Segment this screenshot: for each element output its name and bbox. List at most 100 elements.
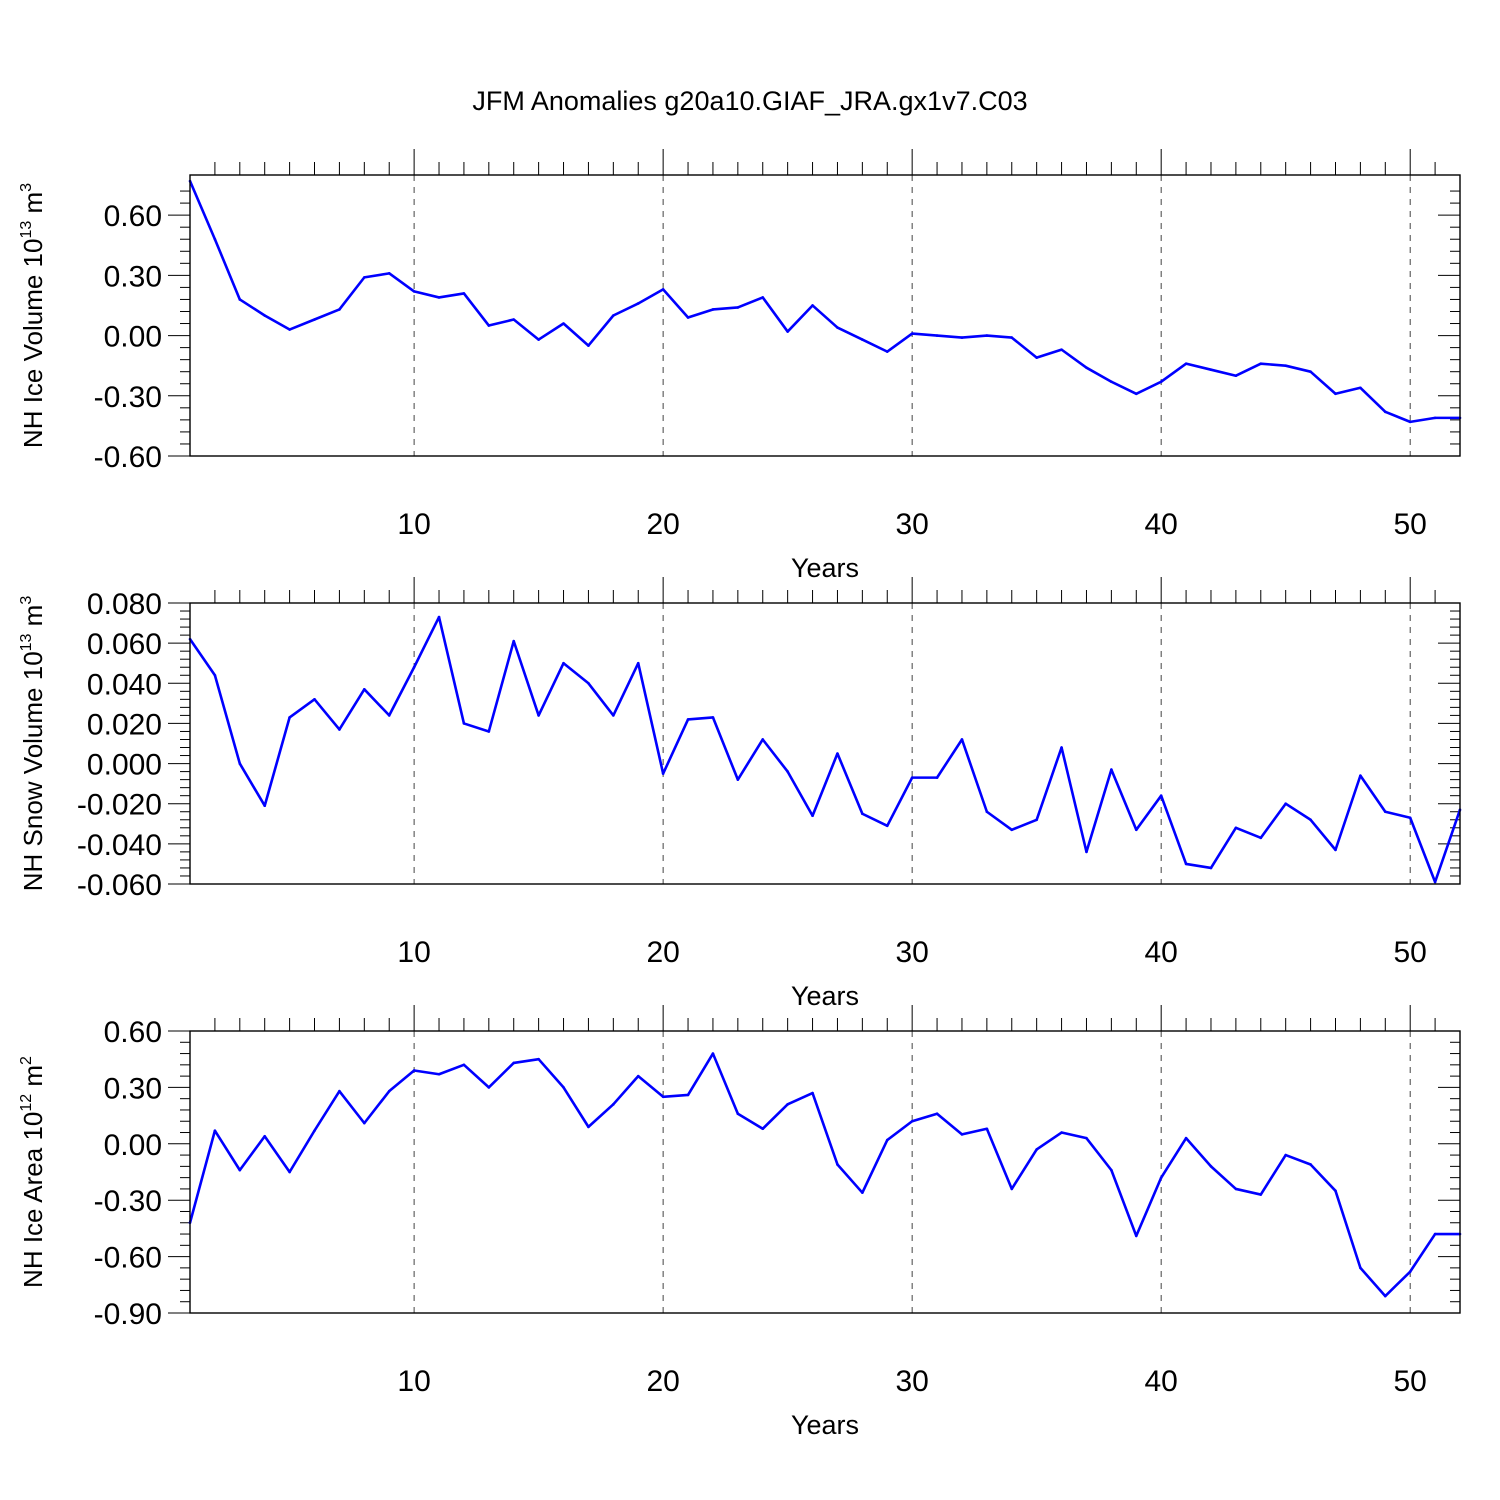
data-point — [313, 318, 316, 321]
y-tick-label: 0.30 — [104, 1072, 162, 1105]
data-point — [437, 615, 441, 619]
data-point — [885, 824, 889, 828]
y-tick-label: -0.040 — [77, 829, 162, 862]
x-tick-label: 50 — [1394, 1365, 1427, 1398]
data-point — [412, 290, 416, 293]
data-point — [661, 1095, 665, 1099]
data-point — [1359, 386, 1362, 390]
data-point — [836, 326, 839, 329]
y-axis-label-text: NH Ice Area 10 — [18, 1112, 48, 1288]
data-point — [736, 1112, 740, 1116]
data-point — [1110, 768, 1113, 771]
data-point — [562, 1086, 565, 1089]
data-point — [1159, 380, 1163, 384]
data-point — [736, 778, 740, 781]
data-point — [1334, 1189, 1337, 1193]
x-tick-label: 30 — [895, 508, 928, 541]
data-point — [811, 814, 814, 818]
data-point — [387, 1089, 391, 1093]
data-point — [711, 308, 715, 311]
data-point — [1309, 818, 1312, 822]
data-point — [587, 1125, 590, 1129]
data-point — [786, 770, 789, 773]
y-axis-label-exponent: 13 — [18, 633, 35, 651]
data-point — [213, 1129, 217, 1132]
data-point — [263, 804, 267, 808]
data-point — [1085, 1136, 1088, 1140]
data-point — [1408, 420, 1412, 424]
data-point — [288, 1170, 291, 1174]
data-point — [412, 665, 416, 669]
data-point — [1060, 1131, 1063, 1134]
data-point — [1134, 828, 1138, 832]
data-point — [487, 1086, 491, 1089]
data-point — [1134, 1234, 1138, 1238]
data-point — [512, 639, 516, 643]
y-tick-label: 0.060 — [87, 628, 162, 661]
data-point — [1433, 1232, 1437, 1236]
x-tick-label: 10 — [397, 508, 430, 541]
y-tick-label: 0.60 — [104, 1016, 162, 1049]
chart-panel-1: 0.60 0.30 0.00 -0.30 -0.60 10 20 30 40 50 Years NH … — [18, 149, 1462, 583]
data-point — [1184, 862, 1188, 866]
y-axis-label-text: NH Ice Volume 10 — [18, 239, 48, 449]
data-point — [1110, 1168, 1113, 1172]
y-axis-label: NH Ice Volume 1013 m3 — [18, 183, 48, 448]
data-point — [1359, 774, 1362, 777]
data-point — [661, 772, 665, 775]
data-point — [1060, 348, 1063, 351]
data-point — [213, 237, 217, 241]
data-point — [960, 1133, 964, 1136]
data-point — [661, 288, 665, 291]
data-point — [935, 334, 939, 337]
data-point — [1259, 1193, 1263, 1196]
data-point — [836, 1163, 839, 1166]
y-tick-label: 0.020 — [87, 708, 162, 741]
y-tick-label: 0.00 — [104, 1129, 162, 1162]
data-point — [985, 334, 989, 337]
data-point — [288, 716, 291, 719]
data-point — [537, 338, 540, 341]
data-point — [885, 1138, 889, 1142]
y-axis-label-unit-exponent: 2 — [18, 1056, 35, 1065]
x-tick-label: 50 — [1394, 508, 1427, 541]
x-tick-label: 40 — [1144, 508, 1177, 541]
y-tick-label: 0.00 — [104, 321, 162, 354]
chart-panel-3: 0.60 0.30 0.00 -0.30 -0.60 -0.90 10 20 30 40 50 Yea… — [18, 1005, 1462, 1440]
y-tick-label: -0.90 — [94, 1298, 162, 1331]
y-axis-label-exponent: 12 — [18, 1094, 35, 1112]
data-point — [387, 272, 391, 275]
data-point — [1060, 746, 1063, 749]
data-point — [761, 296, 765, 299]
data-point — [338, 308, 341, 311]
data-point — [960, 336, 964, 339]
data-point — [587, 344, 590, 347]
data-point — [861, 812, 864, 816]
data-point — [960, 738, 964, 741]
data-point — [1259, 836, 1263, 840]
x-tick-label: 40 — [1144, 936, 1177, 969]
data-point — [1010, 336, 1014, 339]
x-tick-label: 10 — [397, 1365, 430, 1398]
data-point — [985, 1127, 989, 1131]
data-point — [1284, 802, 1287, 806]
data-point — [1209, 866, 1213, 870]
data-point — [910, 332, 914, 335]
data-point — [338, 1089, 341, 1093]
y-axis-label-unit-exponent: 3 — [18, 183, 35, 192]
data-point — [1209, 1165, 1213, 1168]
x-axis-label: Years — [791, 1410, 859, 1440]
data-point — [761, 738, 765, 741]
data-point — [1134, 392, 1138, 396]
data-point — [1085, 366, 1088, 369]
x-tick-label: 20 — [646, 1365, 679, 1398]
data-point — [1010, 1187, 1014, 1191]
y-axis-label-unit: m — [18, 605, 48, 634]
x-tick-label: 30 — [895, 1365, 928, 1398]
data-point — [1234, 826, 1238, 830]
data-point — [1408, 816, 1412, 820]
data-point — [1334, 392, 1337, 396]
data-point — [1284, 1153, 1287, 1157]
data-point — [412, 1069, 416, 1072]
